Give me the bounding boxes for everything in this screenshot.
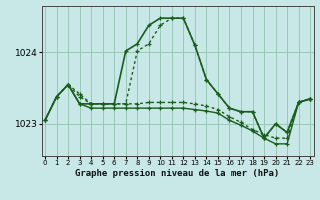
X-axis label: Graphe pression niveau de la mer (hPa): Graphe pression niveau de la mer (hPa) xyxy=(76,169,280,178)
